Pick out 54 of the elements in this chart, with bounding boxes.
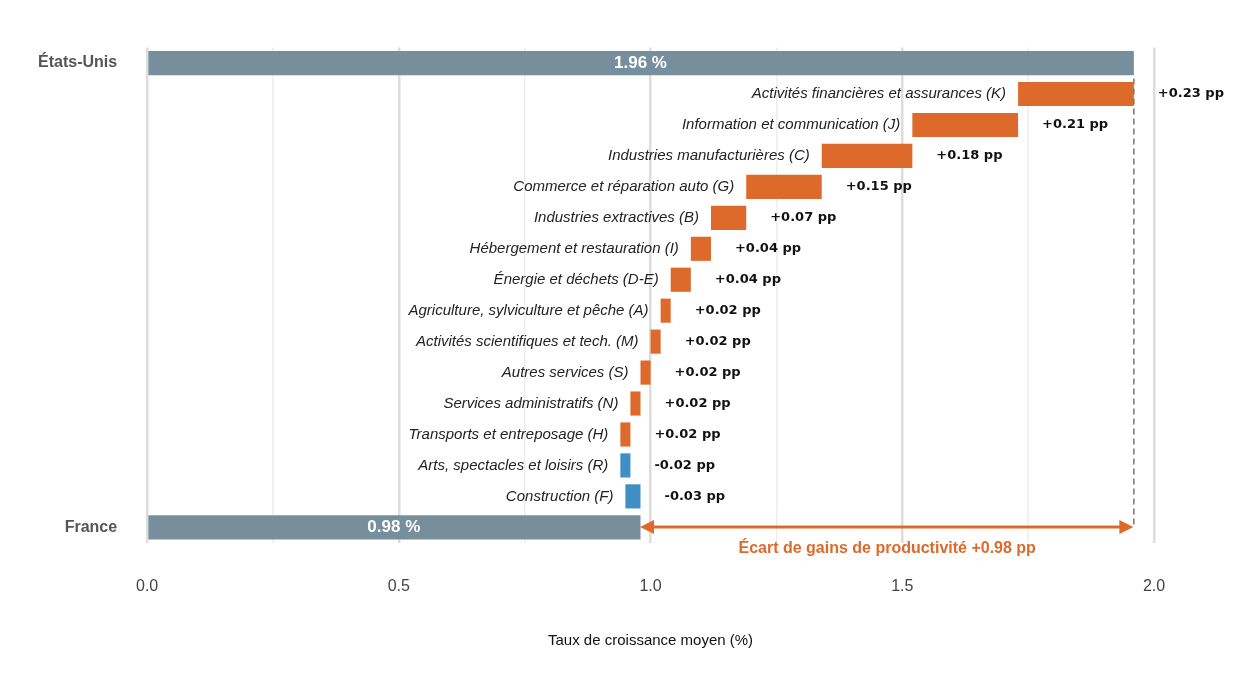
data-label: 0.98 % [367, 517, 421, 537]
y-tick-label: Hébergement et restauration (I) [469, 238, 679, 256]
y-tick-label: Industries extractives (B) [533, 208, 699, 225]
x-tick-label: 1.5 [891, 576, 914, 594]
bar [912, 112, 1019, 138]
y-tick-label: Transports et entreposage (H) [408, 424, 609, 442]
data-label: +0.21 pp [1042, 116, 1109, 132]
y-tick-label: Construction (F) [505, 486, 614, 504]
data-label: -0.02 pp [654, 456, 716, 472]
data-label: +0.02 pp [684, 333, 751, 348]
bar [625, 484, 641, 509]
y-tick-label: France [64, 517, 118, 535]
data-label: +0.02 pp [674, 363, 741, 379]
data-label: +0.02 pp [664, 394, 731, 410]
y-tick-label: Agriculture, sylviculture et pêche (A) [407, 300, 649, 318]
data-label: -0.03 pp [664, 487, 726, 503]
y-tick-label: Énergie et déchets (D-E) [493, 269, 659, 287]
bar [1018, 81, 1134, 107]
y-tick-label: Autres services (S) [500, 362, 629, 380]
x-tick-label: 0.5 [387, 576, 411, 594]
data-label: +0.02 pp [654, 425, 721, 441]
bar [710, 205, 747, 230]
y-tick-label: États-Unis [38, 52, 118, 71]
y-tick-label: Services administratifs (N) [443, 393, 619, 411]
data-label: +0.15 pp [845, 178, 912, 194]
bar [670, 267, 691, 292]
x-axis-title: Taux de croissance moyen (%) [548, 631, 754, 649]
y-tick-label: Activités scientifiques et tech. (M) [414, 331, 639, 349]
x-tick-label: 1.0 [639, 576, 662, 594]
bar [690, 236, 711, 261]
bar [746, 174, 822, 199]
y-tick-label: Information et communication (J) [681, 115, 901, 133]
bar [660, 298, 671, 323]
data-label: +0.18 pp [936, 147, 1003, 163]
y-tick-label: Arts, spectacles et loisirs (R) [417, 455, 609, 473]
bar [650, 329, 661, 354]
data-label: +0.07 pp [770, 209, 837, 225]
bar [630, 391, 641, 416]
bar [821, 143, 913, 168]
data-label: +0.04 pp [714, 271, 781, 287]
bar [620, 422, 631, 447]
x-tick-label: 2.0 [1142, 576, 1166, 594]
bar [640, 360, 651, 385]
annotation: Écart de gains de productivité +0.98 pp [737, 539, 1037, 558]
data-label: +0.02 pp [694, 302, 761, 318]
y-tick-label: Activités financières et assurances (K) [750, 84, 1007, 102]
data-label: 1.96 % [614, 52, 667, 72]
data-label: +0.23 pp [1157, 85, 1224, 101]
data-label: +0.04 pp [734, 240, 802, 256]
x-tick-label: 0.0 [136, 576, 159, 594]
bar [620, 453, 631, 478]
bar [148, 51, 1134, 76]
y-tick-label: Industries manufacturières (C) [607, 146, 810, 164]
y-tick-label: Commerce et réparation auto (G) [513, 177, 735, 195]
